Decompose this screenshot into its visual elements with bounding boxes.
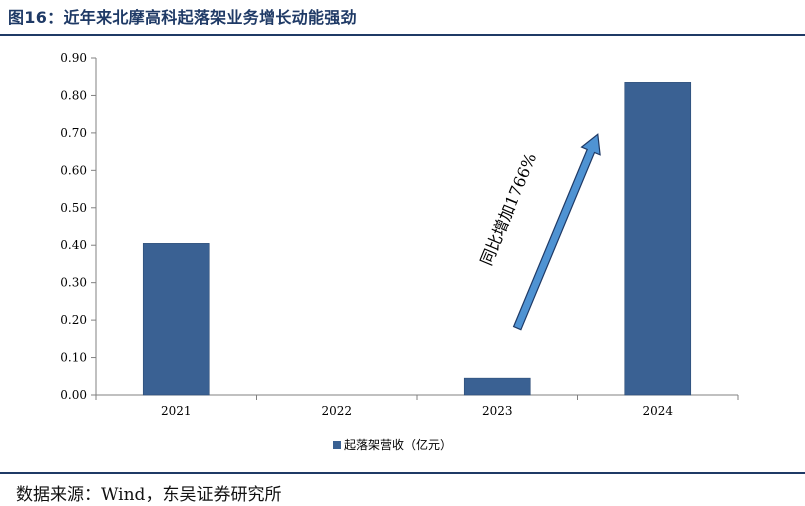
source-divider [0,472,805,474]
legend-label: 起落架营收（亿元） [344,437,452,452]
legend: 起落架营收（亿元） [333,437,452,452]
bar [142,243,210,396]
y-tick-label: 0.10 [60,351,87,365]
y-tick-label: 0.90 [60,51,87,65]
x-axis: 2021 2022 2023 2024 [95,394,739,418]
bar [463,377,531,396]
y-tick-label: 0.40 [60,238,87,252]
x-tick-label: 2022 [321,404,352,418]
x-tick-label: 2023 [482,404,513,418]
bar [624,82,692,396]
figure-title: 图16：近年来北摩高科起落架业务增长动能强劲 [8,8,357,27]
growth-arrow [512,133,601,331]
bar-chart: 0.00 0.10 0.20 0.30 0.40 0.50 0.60 0.70 0.80 0.90… [60,51,739,452]
source-note: 数据来源：Wind，东吴证券研究所 [16,485,282,505]
x-tick-label: 2024 [642,404,673,418]
y-axis: 0.00 0.10 0.20 0.30 0.40 0.50 0.60 0.70 0.80 0.90 [60,51,97,402]
legend-swatch [333,441,341,449]
y-tick-label: 0.80 [60,88,87,102]
y-tick-label: 0.30 [60,276,87,290]
growth-annotation: 同比增加1766% [477,133,601,331]
y-tick-label: 0.00 [60,388,87,402]
y-tick-label: 0.60 [60,163,87,177]
title-divider [0,34,805,36]
growth-annotation-label: 同比增加1766% [477,150,541,268]
bar-series [142,82,692,396]
y-tick-label: 0.50 [60,201,87,215]
y-tick-label: 0.70 [60,126,87,140]
x-tick-label: 2021 [161,404,192,418]
y-tick-label: 0.20 [60,313,87,327]
